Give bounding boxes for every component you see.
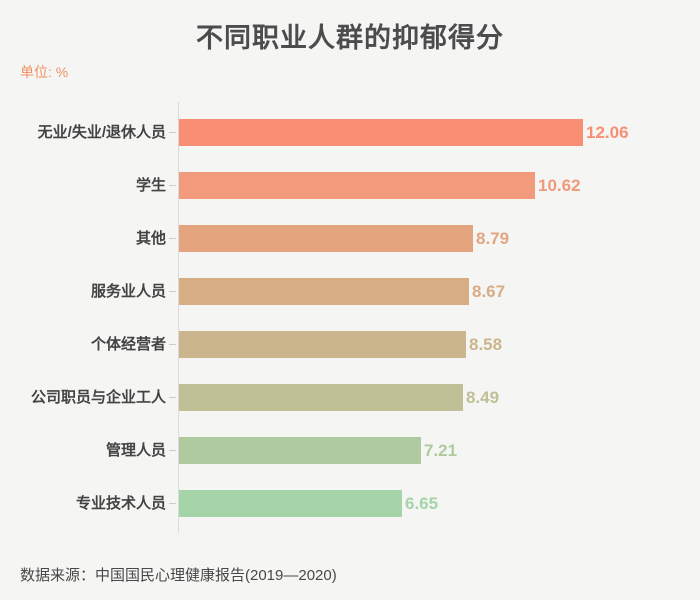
chart-title: 不同职业人群的抑郁得分 bbox=[196, 23, 504, 53]
category-label: 学生 bbox=[135, 177, 166, 194]
category-label: 服务业人员 bbox=[90, 283, 166, 300]
value-label: 8.67 bbox=[472, 282, 506, 301]
bar-row: 学生 10.62 bbox=[0, 159, 700, 212]
bar-row: 服务业人员 8.67 bbox=[0, 265, 700, 318]
bar-row: 管理人员 7.21 bbox=[0, 424, 700, 477]
bar-row: 其他 8.79 bbox=[0, 212, 700, 265]
bar[interactable] bbox=[179, 119, 583, 146]
source-note: 数据来源：中国国民心理健康报告(2019—2020) bbox=[20, 567, 337, 584]
tick-mark bbox=[169, 132, 176, 133]
value-label: 12.06 bbox=[586, 123, 629, 142]
bar[interactable] bbox=[179, 172, 535, 199]
bar[interactable] bbox=[179, 225, 473, 252]
bar-row: 专业技术人员 6.65 bbox=[0, 477, 700, 530]
bar-row: 个体经营者 8.58 bbox=[0, 318, 700, 371]
bar-row: 公司职员与企业工人 8.49 bbox=[0, 371, 700, 424]
tick-mark bbox=[169, 503, 176, 504]
bar[interactable] bbox=[179, 331, 466, 358]
unit-label: 单位: % bbox=[20, 64, 69, 80]
category-label: 其他 bbox=[135, 230, 166, 247]
y-axis-line bbox=[178, 102, 179, 533]
tick-mark bbox=[169, 291, 176, 292]
tick-mark bbox=[169, 450, 176, 451]
bar[interactable] bbox=[179, 490, 402, 517]
value-label: 8.58 bbox=[469, 335, 503, 354]
bar[interactable] bbox=[179, 278, 469, 305]
category-label: 专业技术人员 bbox=[75, 495, 166, 512]
bar[interactable] bbox=[179, 384, 463, 411]
value-label: 6.65 bbox=[405, 494, 439, 513]
plot-area: 无业/失业/退休人员 12.06 学生 10.62 其他 8.79 服务业人员 … bbox=[0, 102, 700, 533]
tick-mark bbox=[169, 185, 176, 186]
tick-mark bbox=[169, 238, 176, 239]
value-label: 7.21 bbox=[424, 441, 458, 460]
category-label: 无业/失业/退休人员 bbox=[37, 124, 166, 141]
category-label: 个体经营者 bbox=[90, 336, 166, 353]
value-label: 8.49 bbox=[466, 388, 500, 407]
bar[interactable] bbox=[179, 437, 421, 464]
bar-rows-container: 无业/失业/退休人员 12.06 学生 10.62 其他 8.79 服务业人员 … bbox=[0, 106, 700, 530]
category-label: 管理人员 bbox=[105, 442, 166, 459]
value-label: 8.79 bbox=[476, 229, 510, 248]
tick-mark bbox=[169, 397, 176, 398]
value-label: 10.62 bbox=[538, 176, 581, 195]
category-label: 公司职员与企业工人 bbox=[30, 389, 166, 406]
tick-mark bbox=[169, 344, 176, 345]
bar-row: 无业/失业/退休人员 12.06 bbox=[0, 106, 700, 159]
